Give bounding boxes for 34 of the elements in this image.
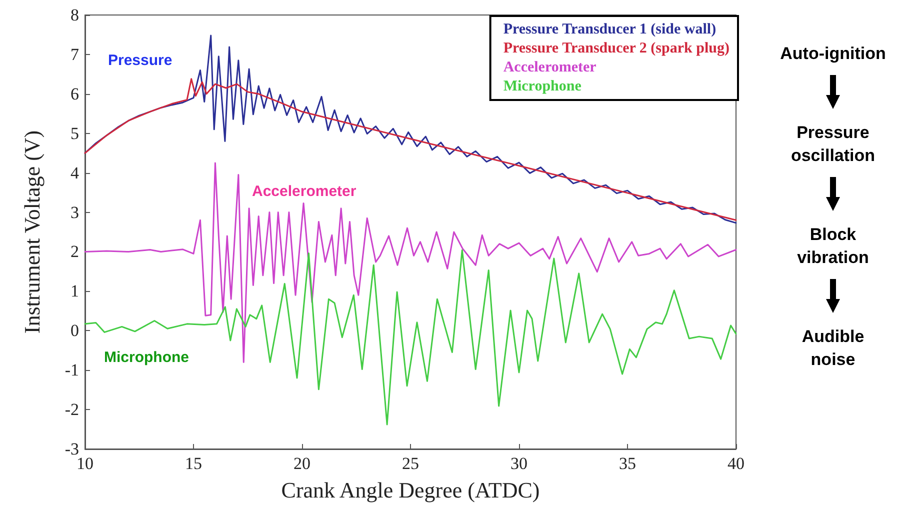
x-tick-label: 35 [619, 454, 636, 473]
x-tick-label: 25 [402, 454, 419, 473]
y-tick-label: -1 [64, 360, 79, 380]
line-series [84, 78, 737, 221]
y-tick-label: 0 [70, 321, 79, 340]
text: Pressure Transducer 2 (spark plug) [503, 40, 730, 56]
text: Audible noise [802, 326, 864, 371]
text: Auto-ignition [780, 43, 886, 65]
y-tick-label: 4 [70, 163, 80, 182]
x-tick-label: 20 [294, 454, 310, 473]
x-tick-label: 30 [510, 454, 528, 473]
x-tick-label: 15 [185, 454, 202, 473]
text: Block vibration [797, 224, 869, 269]
y-tick-label: 1 [70, 282, 79, 301]
y-tick-label: 3 [70, 202, 79, 222]
text: Pressure Transducer 1 (side wall) [503, 22, 716, 38]
annotation: Accelerometer [252, 183, 356, 200]
y-tick-label: -2 [64, 400, 79, 420]
y-axis-title: Instrument Voltage (V) [20, 130, 44, 334]
y-tick-label: 5 [70, 124, 79, 143]
y-tick-label: 6 [70, 84, 79, 104]
annotation: Microphone [104, 349, 189, 366]
y-tick-label: -3 [64, 440, 79, 458]
y-tick-label: 7 [70, 44, 80, 64]
line-series [84, 249, 737, 426]
y-tick-label: 8 [70, 6, 79, 24]
annotation: Pressure [108, 52, 172, 69]
text: Accelerometer [503, 60, 597, 76]
x-axis-title: Crank Angle Degree (ATDC) [281, 478, 540, 502]
text: Microphone [503, 78, 582, 94]
x-tick-label: 10 [76, 454, 94, 473]
y-tick-label: 2 [70, 242, 79, 262]
x-tick-label: 40 [728, 454, 744, 473]
text: Pressure oscillation [790, 122, 876, 167]
